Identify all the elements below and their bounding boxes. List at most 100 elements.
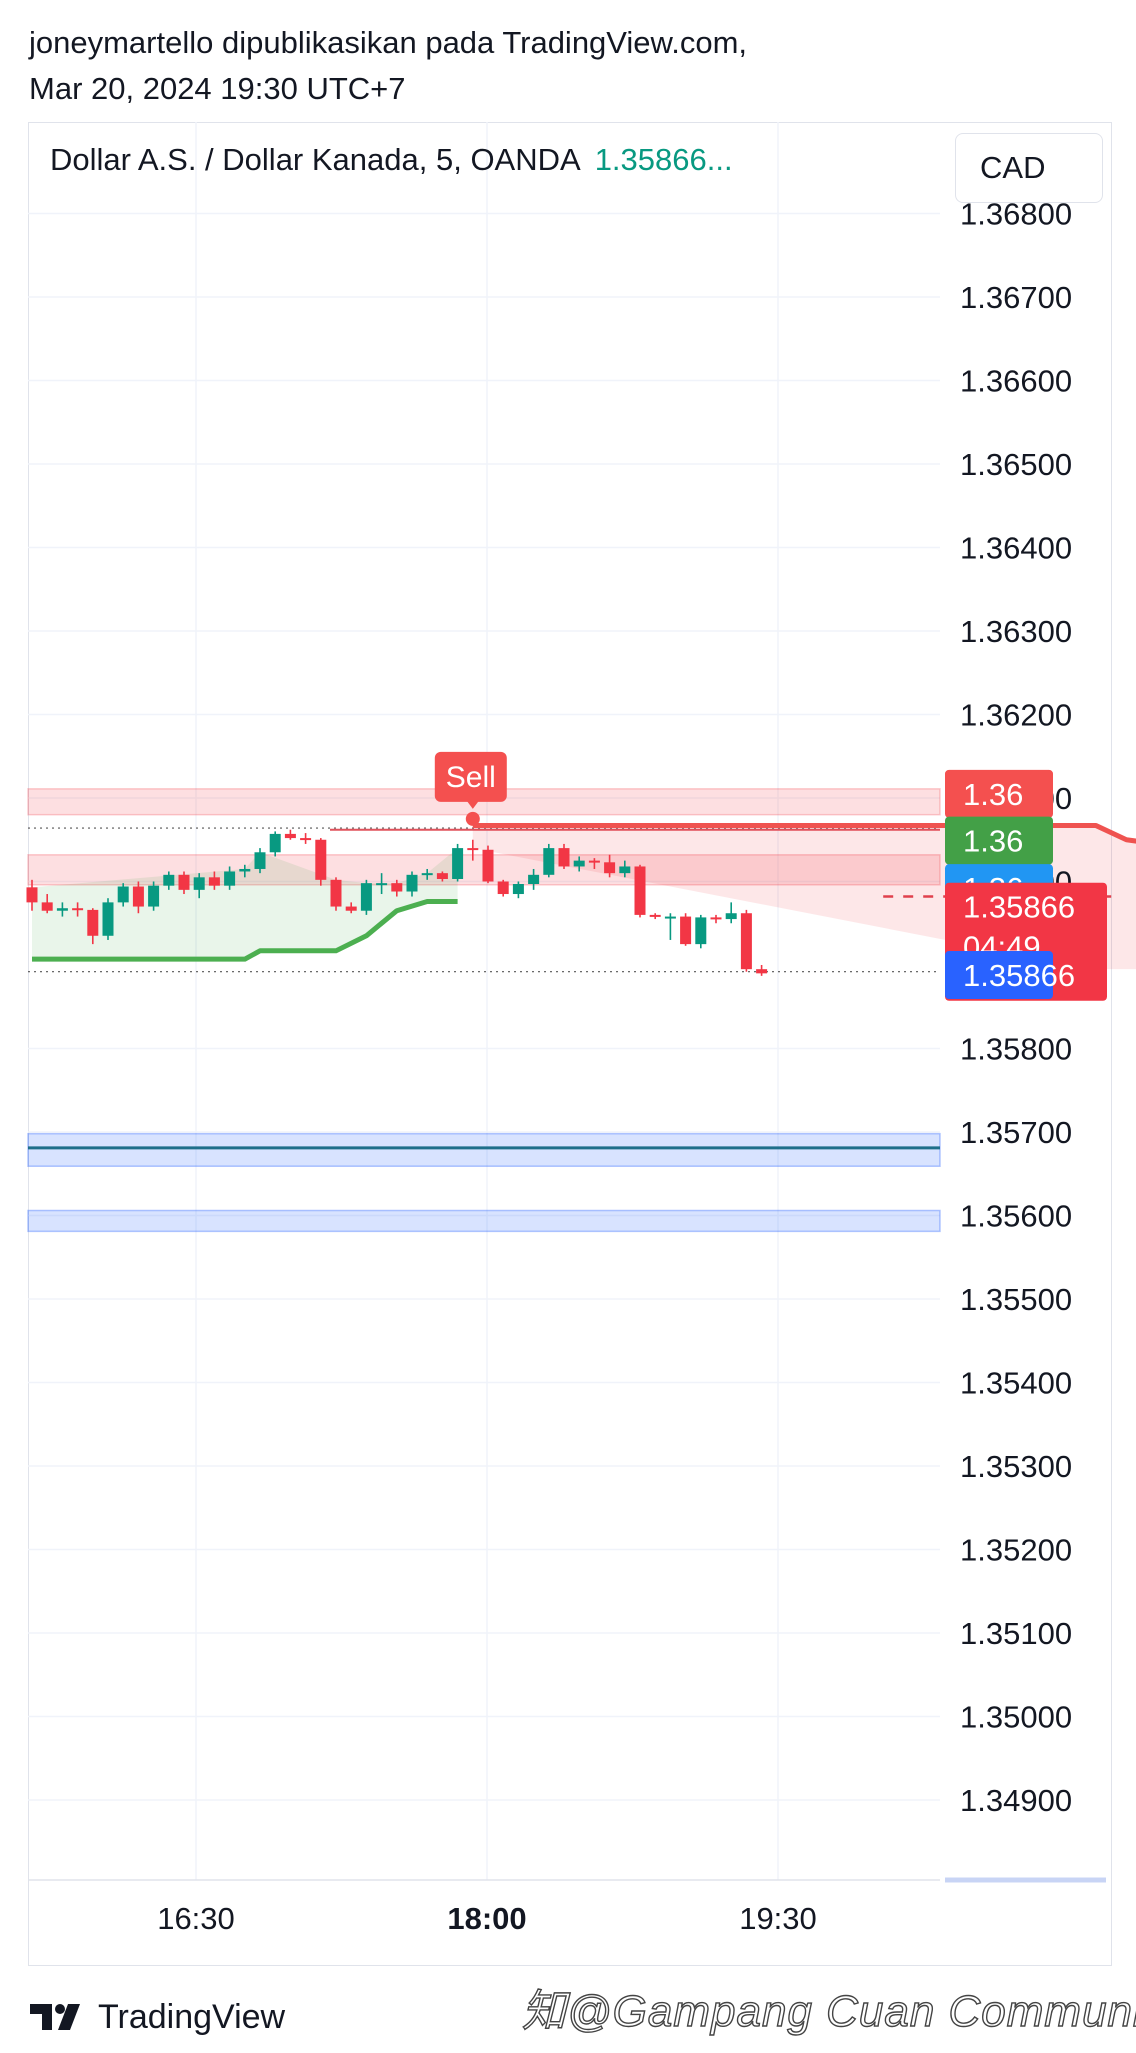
candle-body <box>406 874 418 892</box>
last-price: 1.35866... <box>594 142 733 177</box>
candle-body <box>573 860 585 867</box>
indicator-lines <box>32 823 1136 962</box>
sell-signal-box <box>434 751 507 802</box>
candle-body <box>56 908 68 911</box>
candle-body <box>740 913 752 970</box>
price-tick-label: 1.34900 <box>960 1783 1072 1818</box>
candle-body <box>588 860 600 863</box>
time-tick-label: 18:00 <box>447 1901 526 1936</box>
symbol-legend: Dollar A.S. / Dollar Kanada, 5, OANDA 1.3… <box>50 142 733 178</box>
candle-body <box>558 848 570 867</box>
candle-body <box>208 877 220 886</box>
candle-body <box>163 874 175 886</box>
price-tick-label: 1.35700 <box>960 1115 1072 1150</box>
candle-body <box>452 848 464 879</box>
candle-body <box>148 885 160 907</box>
candle-body <box>436 873 448 879</box>
candle-body <box>102 902 114 936</box>
candle-body <box>269 833 281 853</box>
candle-body <box>117 886 129 903</box>
candles <box>26 829 768 976</box>
supertrend-up-line <box>32 899 458 962</box>
price-tag-value: 1.35866 <box>963 958 1075 993</box>
candle-body <box>604 862 616 874</box>
price-tick-label: 1.36300 <box>960 614 1072 649</box>
candle-body <box>224 871 236 886</box>
brand-name: TradingView <box>98 1997 286 2036</box>
time-tick-label: 16:30 <box>157 1901 235 1936</box>
price-tick-label: 1.35500 <box>960 1282 1072 1317</box>
symbol-name: Dollar A.S. / Dollar Kanada, 5, OANDA <box>50 142 581 177</box>
price-tick-label: 1.35000 <box>960 1700 1072 1735</box>
candle-body <box>482 849 494 882</box>
time-tick-label: 19:30 <box>739 1901 817 1936</box>
candle-body <box>528 874 540 885</box>
candle-body <box>649 914 661 917</box>
candle-body <box>72 908 84 911</box>
sell-signal-pointer <box>466 800 479 809</box>
candle-body <box>132 886 144 907</box>
price-tick-label: 1.35100 <box>960 1616 1072 1651</box>
price-tag-value: 1.36 <box>963 824 1023 859</box>
candle-body <box>239 868 251 872</box>
candle-body <box>543 848 555 875</box>
candle-body <box>345 906 357 911</box>
price-tick-label: 1.36600 <box>960 364 1072 399</box>
price-tag <box>945 769 1053 818</box>
candle-body <box>193 877 205 890</box>
candle-body <box>695 917 707 945</box>
candle-body <box>300 838 312 841</box>
price-axis: 1.368001.367001.366001.365001.364001.363… <box>960 197 1072 1819</box>
price-tick-label: 1.36700 <box>960 280 1072 315</box>
candle-body <box>664 916 676 919</box>
candle-body <box>87 909 99 936</box>
candle-body <box>680 916 692 945</box>
candle-body <box>512 884 524 895</box>
demand-zone <box>27 1209 941 1233</box>
candle-body <box>330 879 342 907</box>
publish-date: Mar 20, 2024 19:30 UTC+7 <box>29 71 406 106</box>
time-axis: 16:30 18:00 19:30 <box>28 1877 1106 1936</box>
candle-body <box>619 866 631 874</box>
price-tag-value: 1.35866 <box>963 890 1075 925</box>
sell-signal-label: Sell <box>446 761 496 794</box>
watermark: 知@Gampang Cuan Community <box>521 1986 1136 2036</box>
candle-body <box>178 874 190 890</box>
candle-body <box>26 887 38 903</box>
candle-body <box>315 839 327 880</box>
price-tick-label: 1.36200 <box>960 698 1072 733</box>
demand-zone <box>27 1132 941 1167</box>
tv-logo-icon <box>30 2004 80 2030</box>
price-tick-label: 1.35800 <box>960 1032 1072 1067</box>
candle-body <box>756 969 768 974</box>
sell-signal-dot <box>465 811 480 826</box>
tradingview-logo[interactable]: TradingView <box>30 1992 285 2042</box>
price-tick-label: 1.35600 <box>960 1199 1072 1234</box>
uptrend-fill <box>32 848 458 960</box>
price-tag-value: 1.36 <box>963 777 1023 812</box>
candle-body <box>421 873 433 876</box>
candle-body <box>254 852 266 869</box>
candle-body <box>41 902 53 911</box>
candle-body <box>725 913 737 920</box>
price-tick-label: 1.36400 <box>960 531 1072 566</box>
price-tick-label: 1.35400 <box>960 1366 1072 1401</box>
currency-button[interactable]: CAD <box>955 133 1103 203</box>
candle-body <box>360 883 372 911</box>
candle-body <box>284 833 296 839</box>
price-tick-label: 1.36500 <box>960 447 1072 482</box>
candle-body <box>710 917 722 920</box>
candle-body <box>497 881 509 895</box>
candle-body <box>634 866 646 915</box>
candle-body <box>391 883 403 892</box>
publisher-line: joneymartello dipublikasikan pada Tradin… <box>29 25 748 60</box>
candle-body <box>376 883 388 886</box>
price-tick-label: 1.35200 <box>960 1533 1072 1568</box>
publish-info: joneymartello dipublikasikan pada Tradin… <box>29 20 747 112</box>
price-tag <box>945 816 1053 865</box>
candle-body <box>467 848 479 851</box>
price-tag <box>945 951 1053 1000</box>
grid-lines <box>28 122 940 1880</box>
